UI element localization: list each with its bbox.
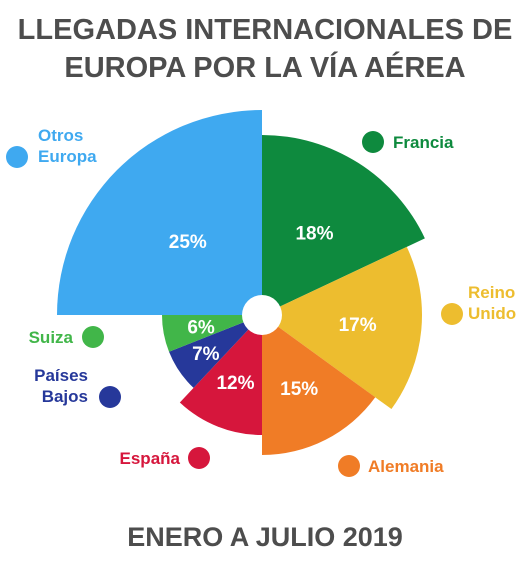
pie-slice-francia bbox=[262, 135, 425, 315]
slice-value-francia: 18% bbox=[295, 223, 333, 244]
legend-label-paises-bajos: Países Bajos bbox=[34, 366, 88, 406]
legend-label-espana: España bbox=[120, 449, 181, 468]
legend-label-suiza: Suiza bbox=[29, 328, 74, 347]
legend-dot-francia bbox=[362, 131, 384, 153]
chart-subtitle: ENERO A JULIO 2019 bbox=[127, 522, 403, 552]
slice-value-alemania: 15% bbox=[280, 379, 318, 400]
pie-slice-otros-europa bbox=[57, 110, 262, 315]
legend-dot-espana bbox=[188, 447, 210, 469]
slice-value-otros-europa: 25% bbox=[169, 232, 207, 253]
legend-label-reino-unido: Reino Unido bbox=[468, 283, 516, 323]
slice-value-espana: 12% bbox=[216, 373, 254, 394]
slice-value-paises-bajos: 7% bbox=[192, 344, 220, 365]
slice-value-reino-unido: 17% bbox=[339, 315, 377, 336]
legend-dot-alemania bbox=[338, 455, 360, 477]
legend-label-francia: Francia bbox=[393, 133, 454, 152]
legend-dot-reino-unido bbox=[441, 303, 463, 325]
pie-slice-paises-bajos bbox=[169, 315, 262, 388]
chart-title-line-2: EUROPA POR LA VÍA AÉREA bbox=[64, 52, 466, 84]
pie-slice-espana bbox=[179, 315, 262, 435]
pie-center-hole bbox=[242, 295, 282, 335]
legend-label-alemania: Alemania bbox=[368, 457, 444, 476]
legend-dot-suiza bbox=[82, 326, 104, 348]
legend-dot-paises-bajos bbox=[99, 386, 121, 408]
chart-title-line-1: LLEGADAS INTERNACIONALES DE bbox=[17, 14, 513, 46]
legend-dot-otros-europa bbox=[6, 146, 28, 168]
pie-slice-alemania bbox=[262, 315, 376, 455]
pie-slice-reino-unido bbox=[262, 246, 422, 410]
pie-slice-suiza bbox=[162, 315, 262, 352]
legend-label-otros-europa: Otros Europa bbox=[38, 126, 97, 166]
slice-value-suiza: 6% bbox=[187, 318, 215, 339]
